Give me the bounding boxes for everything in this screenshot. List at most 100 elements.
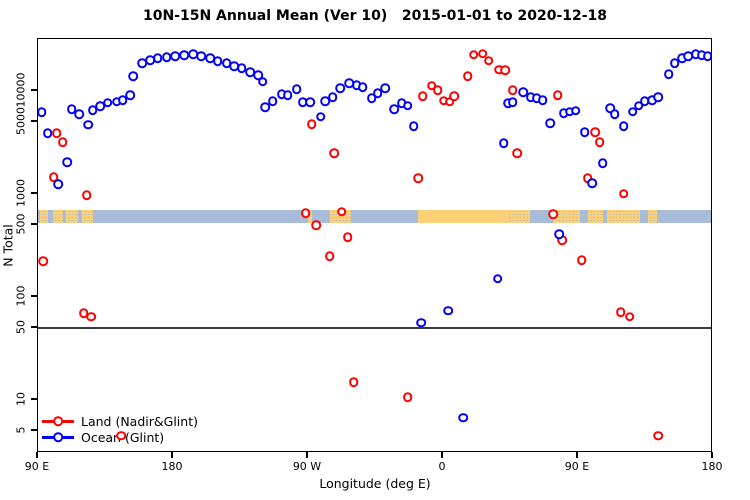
land-data-point (500, 65, 510, 76)
ocean-data-point (335, 83, 345, 93)
land-data-point (348, 377, 359, 388)
land-segment (65, 210, 79, 224)
reference-line-50 (37, 327, 712, 329)
land-data-point (432, 85, 443, 95)
land-data-point (462, 71, 473, 81)
land-data-point (512, 148, 522, 158)
land-data-point (81, 190, 92, 201)
ocean-data-point (627, 107, 638, 117)
x-tick (576, 452, 578, 458)
ocean-data-point (66, 104, 77, 115)
land-data-point (594, 137, 605, 147)
y-tick-label: 10 (14, 392, 28, 406)
x-tick-label: 90 E (564, 460, 590, 473)
land-data-point (116, 430, 126, 441)
ocean-data-point (609, 109, 620, 119)
ocean-data-point (305, 97, 315, 108)
y-tick-label: 50 (14, 320, 28, 334)
ocean-data-point (282, 90, 293, 100)
ocean-data-point (357, 82, 368, 92)
ocean-data-point (366, 93, 377, 103)
land-data-point (477, 48, 488, 59)
y-tick (31, 295, 37, 297)
ocean-data-point (102, 98, 113, 108)
x-tick-label: 90 E (24, 460, 50, 473)
x-tick (171, 452, 173, 458)
land-data-point (336, 206, 347, 217)
legend-label: Land (Nadir&Glint) (81, 414, 198, 429)
y-tick (31, 398, 37, 400)
land-data-point (653, 430, 663, 441)
legend-circle-sample (53, 432, 63, 442)
ocean-data-point (618, 121, 629, 131)
x-tick-label: 180 (161, 460, 183, 473)
y-tick (31, 223, 37, 225)
land-ocean-map-band (37, 210, 712, 224)
land-data-point (483, 55, 494, 66)
ocean-data-point (320, 96, 330, 107)
ocean-data-point (389, 104, 399, 114)
ocean-data-point (83, 119, 93, 130)
land-data-point (552, 90, 563, 100)
ocean-data-point (257, 77, 268, 87)
chart-title: 10N-15N Annual Mean (Ver 10) 2015-01-01 … (142, 8, 608, 24)
land-data-point (548, 209, 558, 219)
ocean-data-point (267, 96, 278, 107)
x-tick-label: 0 (438, 460, 446, 473)
y-tick (31, 429, 37, 431)
land-segment (52, 210, 63, 224)
x-tick-label: 180 (701, 460, 723, 473)
ocean-data-point (53, 179, 63, 189)
ocean-data-point (212, 56, 223, 66)
ocean-data-point (62, 157, 72, 167)
land-segment (507, 210, 530, 224)
land-data-point (413, 173, 423, 183)
y-tick (31, 89, 37, 91)
y-tick-label: 1000 (14, 179, 28, 207)
ocean-data-point (416, 317, 426, 328)
x-tick (441, 452, 443, 458)
ocean-data-point (597, 158, 608, 168)
ocean-data-point (402, 100, 413, 111)
y-tick (31, 192, 37, 194)
land-data-point (402, 392, 413, 403)
y-tick-label: 10000 (14, 72, 28, 108)
land-segment (587, 210, 603, 224)
land-data-point (329, 148, 339, 158)
land-data-point (324, 251, 335, 261)
ocean-data-point (443, 305, 453, 316)
land-data-point (86, 311, 96, 322)
ocean-data-point (196, 51, 207, 61)
ocean-data-point (408, 121, 419, 131)
land-data-point (618, 189, 629, 199)
land-data-point (51, 128, 62, 139)
ocean-data-point (537, 95, 548, 105)
ocean-data-point (128, 71, 138, 81)
ocean-data-point (579, 127, 590, 137)
x-axis-title: Longitude (deg E) (319, 476, 431, 491)
ocean-data-point (291, 84, 302, 94)
plot-area: Land (Nadir&Glint) Ocean (Glint) (37, 38, 712, 452)
ocean-data-point (653, 92, 663, 102)
land-data-point (615, 307, 626, 317)
ocean-data-point (492, 273, 503, 284)
land-data-point (417, 91, 428, 101)
land-segment (82, 210, 94, 224)
y-axis-title: N Total (0, 224, 16, 267)
land-segment (607, 210, 640, 224)
land-data-point (590, 127, 600, 137)
land-data-point (342, 232, 353, 243)
ocean-data-point (545, 118, 555, 128)
x-tick (711, 452, 713, 458)
x-tick (36, 452, 38, 458)
ocean-data-point (663, 69, 674, 79)
land-segment (553, 210, 580, 224)
land-segment (418, 210, 508, 224)
land-data-point (624, 311, 635, 322)
plot-border (37, 38, 712, 452)
land-data-point (57, 137, 68, 148)
x-tick-label: 90 W (292, 460, 322, 473)
ocean-data-point (74, 109, 84, 120)
land-data-point (311, 220, 321, 230)
